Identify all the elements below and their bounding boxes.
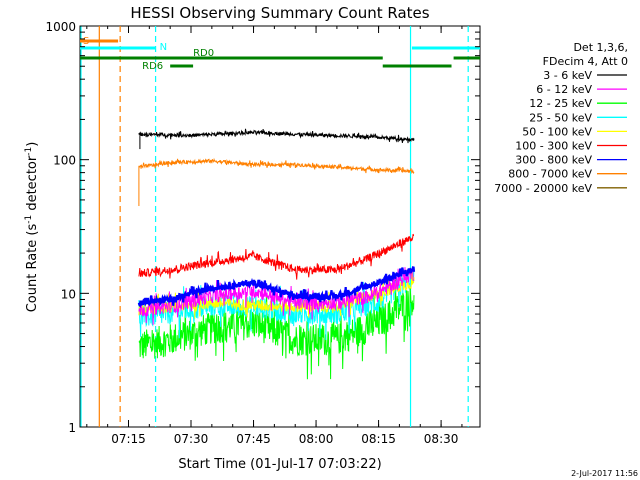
y-label-part-3: ) xyxy=(25,142,40,147)
plot-frame xyxy=(79,25,481,428)
state-bar-label: RD6 xyxy=(142,61,163,72)
legend-header-line-2: FDecim 4, Att 0 xyxy=(543,55,628,68)
y-label-sup-2: -1 xyxy=(24,147,34,156)
y-label-sup-1: -1 xyxy=(24,215,34,224)
state-bar-label: RD0 xyxy=(193,48,214,59)
chart-title: HESSI Observing Summary Count Rates xyxy=(130,4,429,22)
legend-label: 50 - 100 keV xyxy=(522,125,592,138)
plot-border xyxy=(79,25,481,428)
x-tick-label: 07:45 xyxy=(236,432,271,446)
series-lines xyxy=(137,128,416,380)
legend-label: 6 - 12 keV xyxy=(536,83,592,96)
x-tick-label: 07:30 xyxy=(174,432,209,446)
state-bar-label: N xyxy=(160,42,167,53)
series-line xyxy=(137,265,416,309)
legend-label: 7000 - 20000 keV xyxy=(494,182,592,195)
x-tick-label: 08:15 xyxy=(361,432,396,446)
series-line xyxy=(138,157,415,175)
x-tick-label: 07:15 xyxy=(111,432,146,446)
y-label-part-2: detector xyxy=(25,155,40,215)
attenuator-state-bars: S N RD0 RD6 xyxy=(80,36,480,72)
vertical-markers xyxy=(80,26,469,427)
x-tick-label: 08:00 xyxy=(299,432,334,446)
x-tick-label: 08:30 xyxy=(424,432,459,446)
series-line xyxy=(138,267,415,325)
y-tick-label: 10 xyxy=(61,287,76,301)
legend-label: 300 - 800 keV xyxy=(515,154,592,167)
y-tick-label: 1000 xyxy=(45,20,76,34)
x-axis-label: Start Time (01-Jul-17 07:03:22) xyxy=(178,457,381,472)
y-label-part-1: Count Rate (s xyxy=(25,224,40,313)
axis-ticks: 07:15 07:30 07:45 08:00 08:15 08:30 1 10 100 1000 xyxy=(45,20,480,446)
y-tick-label: 100 xyxy=(53,154,76,168)
legend-label: 3 - 6 keV xyxy=(543,69,592,82)
legend-label: 800 - 7000 keV xyxy=(508,168,592,181)
legend-label: 12 - 25 keV xyxy=(529,97,592,110)
legend-header-line-1: Det 1,3,6, xyxy=(573,41,628,54)
y-tick-label: 1 xyxy=(68,421,76,435)
footer-date: 2-Jul-2017 11:56 xyxy=(571,469,638,478)
state-bar-label: S xyxy=(83,36,89,47)
series-line xyxy=(138,128,415,144)
y-axis-label: Count Rate (s-1 detector-1) xyxy=(24,142,40,313)
legend-label: 100 - 300 keV xyxy=(515,140,592,153)
series-line xyxy=(138,279,415,380)
series-line xyxy=(138,233,415,280)
legend-label: 25 - 50 keV xyxy=(529,111,592,124)
